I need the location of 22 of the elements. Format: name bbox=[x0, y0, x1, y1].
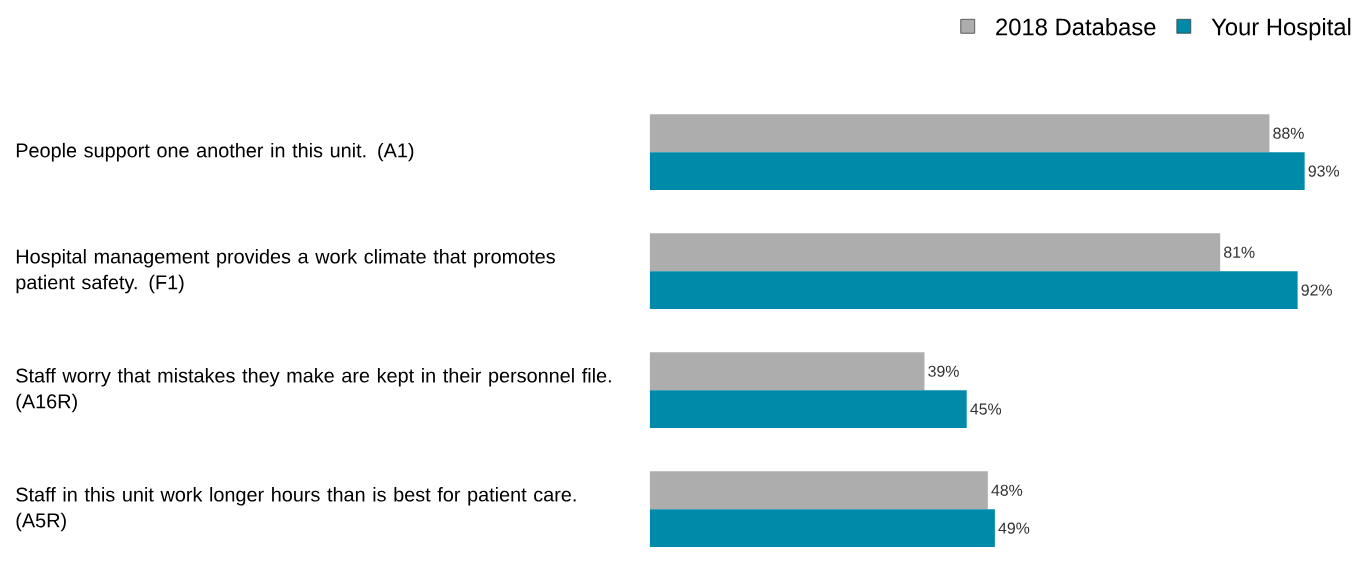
bar bbox=[649, 471, 988, 510]
data-label: 45% bbox=[970, 403, 1002, 415]
legend-label: Your Hospital bbox=[1211, 18, 1351, 41]
data-label: 48% bbox=[991, 484, 1023, 497]
bar bbox=[649, 152, 1305, 191]
data-label: 39% bbox=[928, 365, 959, 378]
data-label: 81% bbox=[1224, 246, 1255, 258]
data-label: 88% bbox=[1273, 127, 1304, 139]
y-tick-label: Hospital management provides a work climate that promotes patient safety. (F1) bbox=[16, 249, 555, 294]
y-tick-label: Staff worry that mistakes they make are kept in their personnel file. (A16R) bbox=[16, 368, 611, 413]
data-label: 49% bbox=[998, 522, 1030, 534]
data-label: 92% bbox=[1301, 284, 1332, 296]
bar bbox=[649, 271, 1298, 310]
bar bbox=[649, 352, 925, 391]
bar bbox=[649, 509, 995, 548]
y-tick-label: Staff in this unit work longer hours than is best for patient care. (A5R) bbox=[16, 487, 576, 532]
data-label: 93% bbox=[1308, 165, 1340, 177]
bar bbox=[649, 233, 1221, 272]
bar bbox=[649, 390, 967, 429]
legend-label: 2018 Database bbox=[996, 18, 1156, 36]
y-tick-label: People support one another in this unit. (A1) bbox=[16, 143, 414, 162]
bar bbox=[649, 114, 1270, 153]
